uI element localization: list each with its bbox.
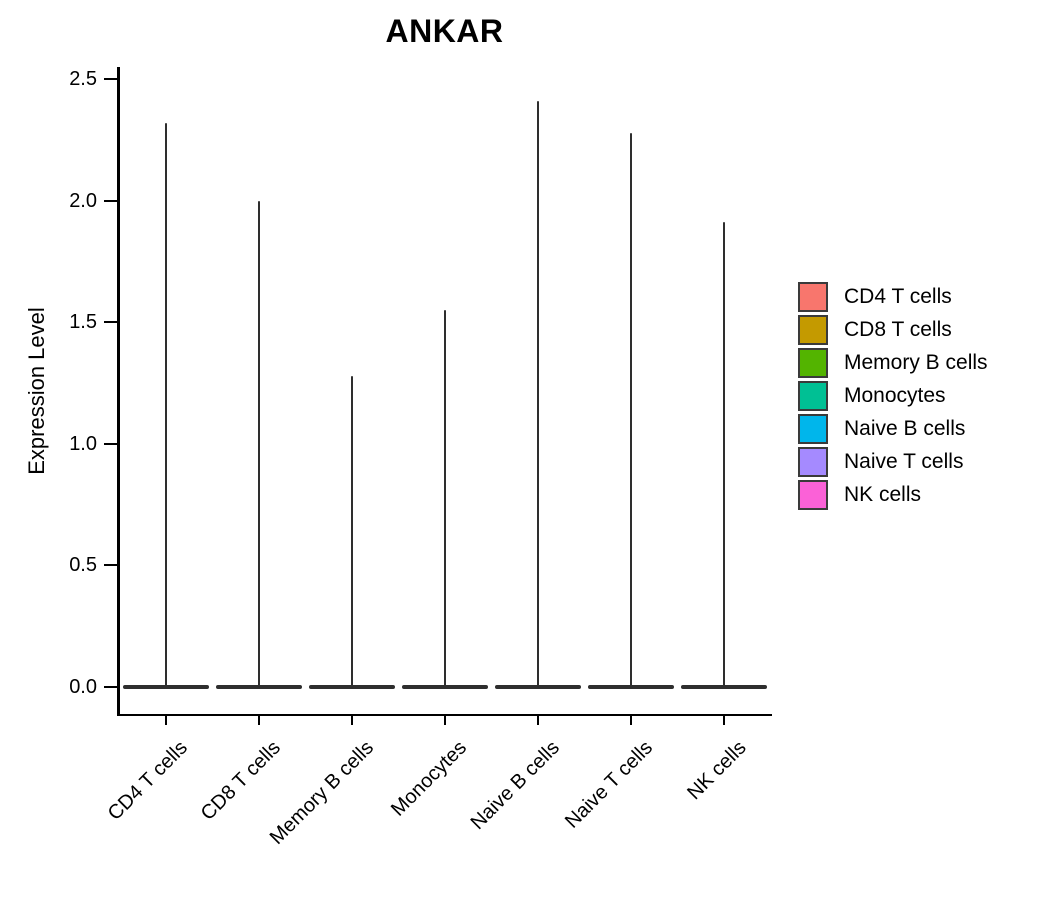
violin-base — [402, 684, 488, 690]
violin-base — [123, 684, 209, 690]
legend-item: NK cells — [798, 480, 988, 510]
legend-swatch — [798, 447, 828, 477]
violin-base — [681, 684, 767, 690]
violin-spike — [536, 100, 540, 687]
legend-label: CD4 T cells — [844, 285, 952, 308]
violin-base — [495, 684, 581, 690]
y-tick-label: 2.0 — [69, 189, 97, 212]
legend-swatch — [798, 282, 828, 312]
x-tick-label: NK cells — [682, 736, 751, 805]
x-tick-label: CD4 T cells — [104, 736, 193, 825]
y-tick-label: 1.5 — [69, 311, 97, 334]
x-tick-label: Monocytes — [387, 736, 472, 821]
y-axis-line — [117, 67, 120, 716]
y-tick-label: 0.5 — [69, 554, 97, 577]
legend-item: Naive T cells — [798, 447, 988, 477]
legend: CD4 T cells CD8 T cells Memory B cells Mono… — [798, 282, 988, 513]
legend-label: Naive T cells — [844, 450, 964, 473]
legend-item: Memory B cells — [798, 348, 988, 378]
violin-spike — [722, 222, 726, 687]
x-tick-label: Naive B cells — [466, 736, 565, 835]
legend-item: Naive B cells — [798, 414, 988, 444]
legend-label: CD8 T cells — [844, 318, 952, 341]
x-tick-mark — [257, 716, 261, 725]
x-tick-mark — [443, 716, 447, 725]
x-tick-label: Naive T cells — [561, 736, 658, 833]
y-tick-mark — [103, 685, 118, 689]
x-tick-mark — [629, 716, 633, 725]
legend-swatch — [798, 381, 828, 411]
y-tick-mark — [103, 321, 118, 324]
x-axis-line — [117, 713, 772, 716]
legend-swatch — [798, 414, 828, 444]
legend-item: CD4 T cells — [798, 282, 988, 312]
y-tick-label: 2.5 — [69, 68, 97, 90]
x-tick-mark — [164, 716, 168, 725]
y-tick-label: 1.0 — [69, 432, 97, 455]
legend-label: NK cells — [844, 483, 922, 506]
legend-label: Monocytes — [844, 384, 946, 407]
chart-title: ANKAR — [385, 13, 504, 49]
violin-base — [216, 684, 302, 690]
legend-swatch — [798, 348, 828, 378]
y-tick-mark — [103, 77, 118, 81]
x-tick-mark — [722, 716, 726, 725]
violin-spike — [164, 122, 168, 687]
violin-base — [588, 684, 674, 690]
legend-item: Monocytes — [798, 381, 988, 411]
y-tick-mark — [103, 564, 118, 567]
legend-swatch — [798, 480, 828, 510]
y-tick-mark — [103, 442, 118, 445]
legend-label: Naive B cells — [844, 417, 966, 440]
violin-spike — [629, 132, 633, 687]
violin-base — [309, 684, 395, 690]
violin-spike — [257, 200, 261, 687]
x-tick-label: CD8 T cells — [197, 736, 286, 825]
y-tick-label: 0.0 — [69, 676, 97, 698]
legend-swatch — [798, 315, 828, 345]
legend-item: CD8 T cells — [798, 315, 988, 345]
violin-spike — [350, 375, 354, 687]
x-tick-mark — [536, 716, 540, 725]
violin-spike — [443, 310, 447, 687]
legend-label: Memory B cells — [844, 351, 988, 374]
y-tick-mark — [103, 199, 118, 202]
x-tick-mark — [350, 716, 354, 725]
